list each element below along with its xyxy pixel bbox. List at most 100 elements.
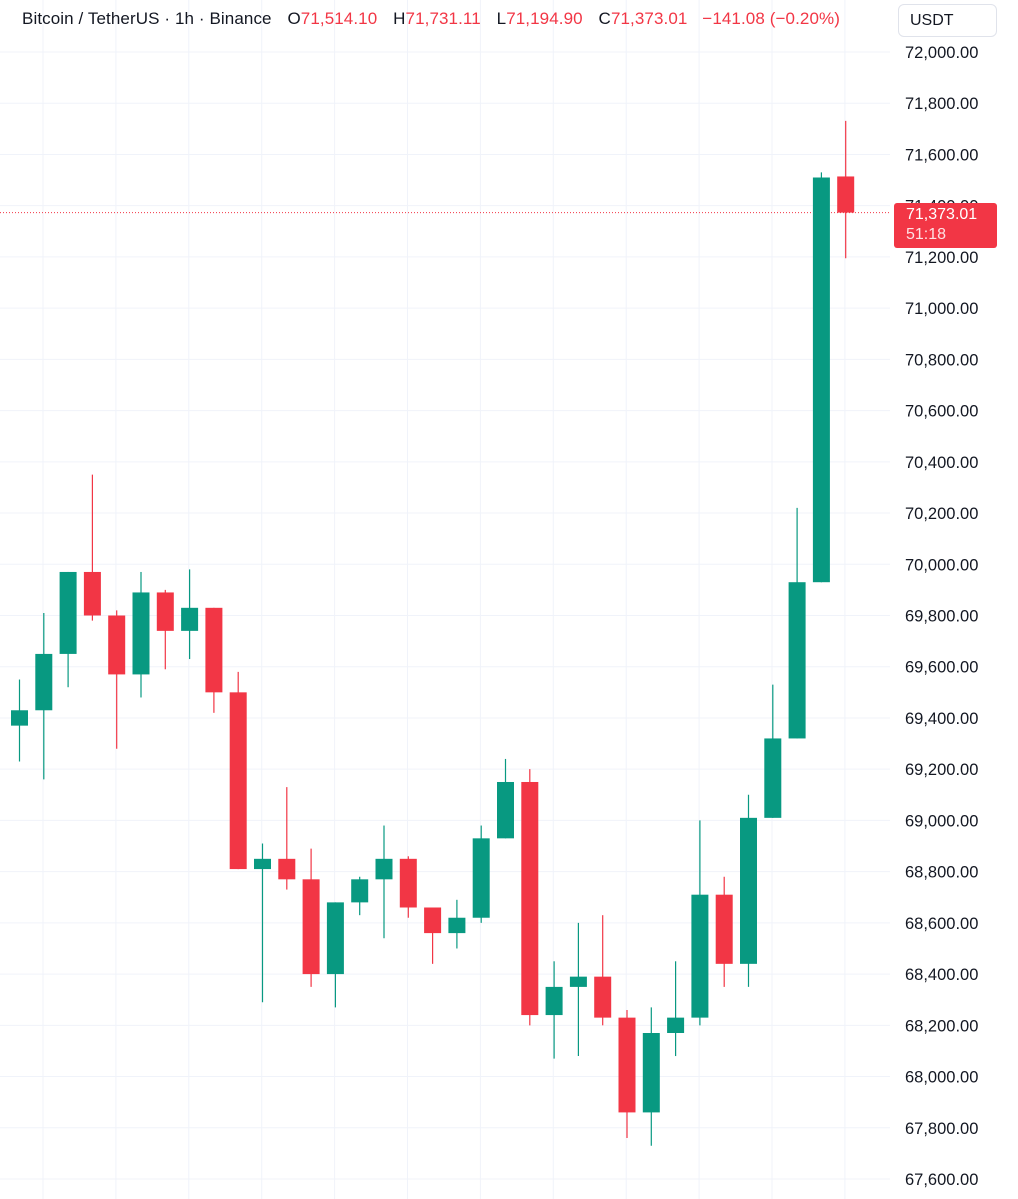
candle-body [594, 976, 612, 1018]
candle-up[interactable] [375, 825, 393, 939]
high-label: H [393, 9, 406, 28]
candle-body [108, 615, 126, 675]
price-tick-label: 71,800.00 [905, 95, 978, 113]
currency-button[interactable]: USDT [898, 4, 997, 37]
candle-up[interactable] [59, 571, 77, 688]
candle-down[interactable] [594, 915, 612, 1026]
candle-body [59, 571, 77, 654]
candle-body [254, 858, 271, 870]
candle-down[interactable] [521, 769, 539, 1026]
candle-body [205, 607, 223, 693]
price-tick-label: 68,600.00 [905, 915, 978, 933]
candle-body [424, 907, 442, 934]
candle-body [11, 710, 28, 726]
candle-body [156, 592, 174, 631]
candle-down[interactable] [618, 1009, 636, 1139]
candle-body [229, 692, 247, 870]
candle-body [764, 738, 782, 818]
candle-body [302, 879, 320, 975]
candle-down[interactable] [424, 907, 442, 964]
candle-down[interactable] [278, 787, 296, 890]
price-tick-label: 69,000.00 [905, 812, 978, 830]
price-tick-label: 68,200.00 [905, 1017, 978, 1035]
candle-body [181, 607, 199, 631]
candle-body [837, 176, 855, 213]
candle-up[interactable] [472, 825, 490, 923]
price-tick-label: 70,200.00 [905, 505, 978, 523]
symbol-title: Bitcoin / TetherUS · 1h · Binance [22, 9, 272, 28]
price-axis: 72,000.0071,800.0071,600.0071,400.0071,2… [905, 44, 978, 1189]
candle-up[interactable] [642, 1007, 660, 1146]
candle-body [35, 653, 53, 711]
candle-body [545, 986, 563, 1016]
candle-up[interactable] [35, 612, 53, 780]
price-tick-label: 71,600.00 [905, 146, 978, 164]
last-price-tag: 71,373.01 51:18 [894, 203, 997, 248]
price-tick-label: 68,800.00 [905, 864, 978, 882]
candle-body [788, 582, 806, 739]
candle-down[interactable] [83, 474, 101, 621]
candle-body [278, 858, 296, 880]
candle-body [569, 976, 587, 987]
symbol-legend: Bitcoin / TetherUS · 1h · Binance O71,51… [22, 9, 840, 29]
price-tick-label: 69,400.00 [905, 710, 978, 728]
candle-body [83, 571, 101, 616]
price-tick-label: 69,200.00 [905, 761, 978, 779]
last-price-value: 71,373.01 [906, 206, 978, 223]
candle-down[interactable] [205, 607, 223, 713]
candle-up[interactable] [254, 843, 271, 1003]
low-value: 71,194.90 [506, 9, 583, 28]
candle-up[interactable] [569, 922, 587, 1057]
candle-up[interactable] [11, 679, 28, 762]
candle-up[interactable] [740, 794, 757, 987]
candle-down[interactable] [837, 120, 855, 259]
candle-body [448, 917, 466, 934]
candle-down[interactable] [108, 610, 126, 749]
candle-down[interactable] [156, 589, 174, 670]
open-label: O [287, 9, 301, 28]
bar-countdown: 51:18 [906, 226, 947, 243]
candle-body [399, 858, 417, 908]
candle-up[interactable] [691, 820, 709, 1026]
candle-down[interactable] [399, 856, 417, 918]
candle-up[interactable] [764, 684, 782, 818]
candle-body [667, 1017, 685, 1034]
candle-body [715, 894, 733, 964]
candle-down[interactable] [715, 876, 733, 987]
candle-up[interactable] [326, 902, 344, 1008]
candle-body [691, 894, 709, 1018]
high-value: 71,731.11 [405, 9, 481, 28]
candle-body [642, 1033, 660, 1113]
open-value: 71,514.10 [300, 9, 378, 28]
price-tick-label: 67,800.00 [905, 1120, 978, 1138]
candle-up[interactable] [351, 876, 369, 916]
candle-body [351, 879, 369, 903]
price-tick-label: 67,600.00 [905, 1171, 978, 1189]
close-label: C [598, 9, 611, 28]
candle-up[interactable] [448, 899, 466, 949]
candle-down[interactable] [302, 848, 320, 987]
price-tick-label: 68,000.00 [905, 1069, 978, 1087]
candle-body [812, 177, 830, 583]
candle-up[interactable] [667, 961, 685, 1057]
candle-up[interactable] [545, 961, 563, 1059]
price-tick-label: 70,000.00 [905, 556, 978, 574]
candle-body [740, 817, 757, 964]
price-tick-label: 70,400.00 [905, 454, 978, 472]
candle-up[interactable] [788, 507, 806, 739]
price-tick-label: 69,600.00 [905, 659, 978, 677]
candles [11, 120, 855, 1146]
candle-body [326, 902, 344, 975]
change-value: −141.08 (−0.20%) [702, 9, 840, 28]
candle-body [497, 781, 514, 839]
candle-body [618, 1017, 636, 1113]
candle-up[interactable] [812, 172, 830, 583]
candle-down[interactable] [229, 671, 247, 870]
candle-up[interactable] [132, 571, 150, 698]
close-value: 71,373.01 [610, 9, 688, 28]
candle-up[interactable] [181, 569, 199, 660]
price-tick-label: 70,800.00 [905, 351, 978, 369]
candle-up[interactable] [497, 758, 514, 839]
